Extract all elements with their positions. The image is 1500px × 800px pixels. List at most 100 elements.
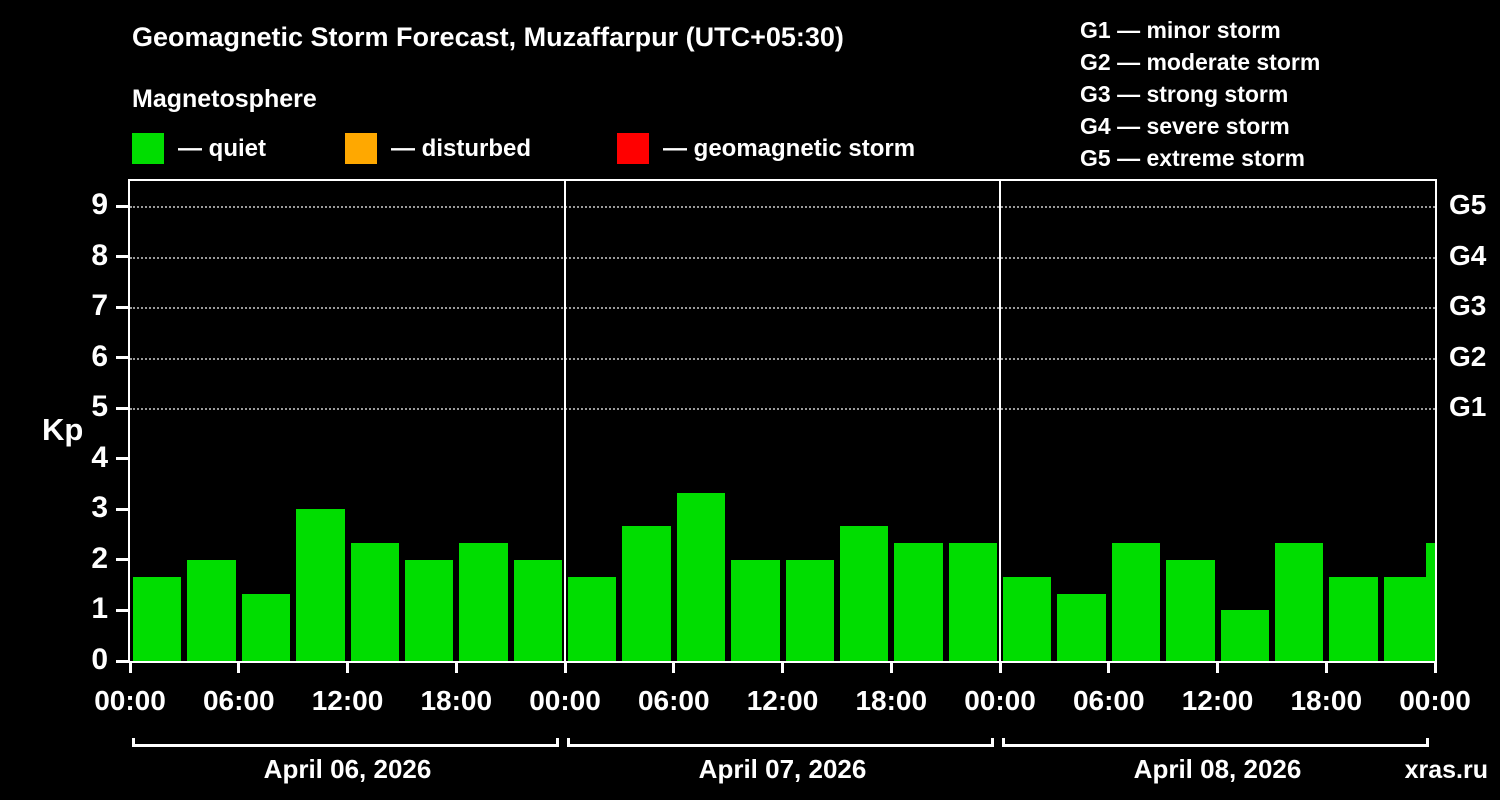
x-tick-label-9: 06:00 xyxy=(1072,685,1145,716)
kp-bar xyxy=(894,543,943,661)
gridline-kp6 xyxy=(130,357,1435,360)
date-label-0: April 06, 2026 xyxy=(263,754,432,784)
y-tick-5 xyxy=(116,406,128,410)
kp-bar-partial xyxy=(1426,543,1435,661)
gridline-kp8 xyxy=(130,256,1435,259)
date-bracket-0 xyxy=(132,738,559,747)
kp-bar xyxy=(459,543,508,661)
x-tick-1 xyxy=(237,661,241,673)
y-tick-1 xyxy=(116,608,128,612)
kp-bar xyxy=(839,526,889,661)
x-tick-8 xyxy=(998,661,1002,673)
y-tick-7 xyxy=(116,305,128,309)
y-tick-label-1: 1 xyxy=(91,592,108,626)
magnetosphere-label: Magnetosphere xyxy=(132,85,317,113)
kp-bar xyxy=(731,559,780,661)
y-tick-label-7: 7 xyxy=(91,289,108,323)
x-tick-10 xyxy=(1216,661,1219,673)
x-tick-6 xyxy=(781,661,784,673)
y-tick-4 xyxy=(116,457,128,461)
legend-swatch-2 xyxy=(617,133,649,164)
x-tick-11 xyxy=(1324,661,1328,673)
storm-scale-line-3: G3 — strong storm xyxy=(1080,81,1289,107)
x-tick-label-3: 18:00 xyxy=(420,685,493,716)
right-axis-label-G3: G3 xyxy=(1449,290,1487,322)
y-tick-label-5: 5 xyxy=(91,390,108,424)
day-separator-2 xyxy=(999,181,1001,661)
right-axis-label-G5: G5 xyxy=(1449,189,1487,221)
y-tick-9 xyxy=(116,204,128,208)
y-tick-3 xyxy=(116,507,128,511)
x-tick-label-10: 12:00 xyxy=(1181,685,1254,716)
gridline-kp9 xyxy=(130,206,1435,209)
x-tick-4 xyxy=(563,661,567,673)
kp-bar xyxy=(568,576,617,661)
x-tick-label-8: 00:00 xyxy=(964,685,1036,716)
y-tick-8 xyxy=(116,255,128,259)
legend-label-2: — geomagnetic storm xyxy=(663,134,916,162)
right-axis-label-G2: G2 xyxy=(1449,340,1487,372)
kp-bar xyxy=(350,543,399,661)
date-label-2: April 08, 2026 xyxy=(1133,754,1302,784)
kp-bar xyxy=(241,593,291,661)
x-tick-7 xyxy=(889,661,893,673)
x-tick-label-0: 00:00 xyxy=(94,685,166,716)
x-tick-3 xyxy=(454,661,458,673)
kp-bar xyxy=(1274,543,1324,661)
y-tick-6 xyxy=(116,356,128,360)
y-tick-2 xyxy=(116,558,128,562)
kp-bar xyxy=(1111,543,1161,661)
kp-bar xyxy=(296,509,345,661)
x-tick-label-4: 00:00 xyxy=(529,685,601,716)
kp-bar xyxy=(187,559,236,661)
legend-label-1: — disturbed xyxy=(391,134,532,162)
x-tick-label-6: 12:00 xyxy=(746,685,819,716)
storm-scale-line-1: G1 — minor storm xyxy=(1080,17,1281,43)
activity-legend: — quiet — disturbed — geomagnetic storm xyxy=(0,133,1500,167)
storm-scale-line-5: G5 — extreme storm xyxy=(1080,145,1305,171)
y-tick-label-2: 2 xyxy=(91,541,108,575)
kp-bar xyxy=(1329,576,1378,661)
kp-bar xyxy=(404,559,454,661)
y-tick-label-9: 9 xyxy=(91,188,108,222)
x-tick-label-7: 18:00 xyxy=(855,685,928,716)
legend-item-2: — geomagnetic storm xyxy=(617,133,915,164)
legend-item-0: — quiet xyxy=(132,133,266,164)
kp-bar xyxy=(622,526,671,661)
xras-watermark: xras.ru xyxy=(1404,756,1488,784)
right-axis-label-G1: G1 xyxy=(1449,391,1487,423)
y-tick-label-3: 3 xyxy=(91,491,108,525)
date-bracket-1 xyxy=(567,738,994,747)
x-tick-label-11: 18:00 xyxy=(1290,685,1363,716)
storm-scale-legend: G1 — minor storm G2 — moderate storm G3 — … xyxy=(1080,14,1320,174)
x-tick-label-12: 00:00 xyxy=(1399,685,1471,716)
x-tick-5 xyxy=(672,661,676,673)
y-axis-label: Kp xyxy=(42,412,84,447)
kp-bar xyxy=(1057,593,1106,661)
legend-swatch-1 xyxy=(345,133,377,164)
legend-item-1: — disturbed xyxy=(345,133,531,164)
date-label-1: April 07, 2026 xyxy=(698,754,867,784)
date-bracket-2 xyxy=(1002,738,1429,747)
right-axis-label-G4: G4 xyxy=(1449,239,1487,271)
kp-bar xyxy=(948,543,997,661)
kp-bar xyxy=(1220,610,1269,661)
storm-scale-line-2: G2 — moderate storm xyxy=(1080,49,1321,75)
storm-scale-line-4: G4 — severe storm xyxy=(1080,113,1290,139)
gridline-kp7 xyxy=(130,307,1435,310)
plot-area xyxy=(128,179,1437,663)
legend-swatch-0 xyxy=(132,133,164,164)
gridline-kp5 xyxy=(130,408,1435,411)
kp-bar xyxy=(1166,559,1215,661)
x-tick-0 xyxy=(128,661,132,673)
x-tick-label-2: 12:00 xyxy=(311,685,384,716)
day-separator-1 xyxy=(564,181,566,661)
kp-bar xyxy=(1003,576,1052,661)
y-tick-label-0: 0 xyxy=(91,643,108,676)
x-tick-9 xyxy=(1107,661,1111,673)
kp-bar xyxy=(513,559,562,661)
x-tick-label-1: 06:00 xyxy=(202,685,275,716)
y-tick-label-4: 4 xyxy=(91,440,108,474)
legend-label-0: — quiet xyxy=(178,134,266,162)
